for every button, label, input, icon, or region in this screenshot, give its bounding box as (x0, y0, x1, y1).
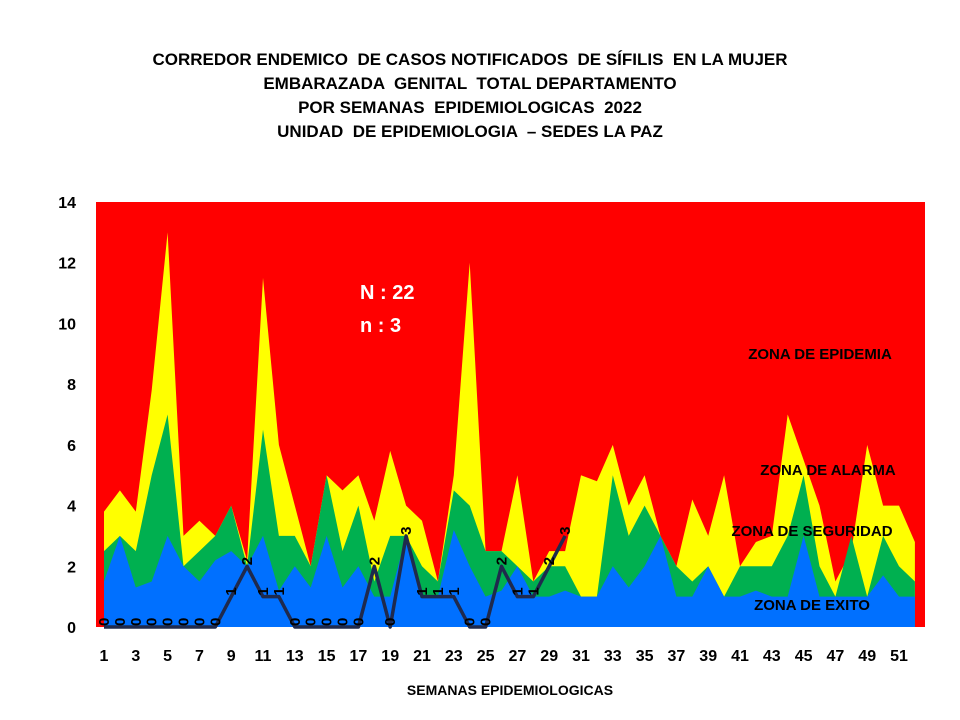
zone-label-seguridad: ZONA DE SEGURIDAD (731, 523, 892, 540)
x-tick-label: 49 (858, 648, 876, 665)
x-tick-label: 35 (636, 648, 654, 665)
annotation-N: N : 22 (360, 282, 414, 304)
data-label: 2 (494, 557, 511, 565)
data-label: 1 (223, 587, 240, 595)
x-tick-label: 29 (540, 648, 558, 665)
title-line-2: EMBARAZADA GENITAL TOTAL DEPARTAMENTO (263, 74, 677, 93)
data-label: 0 (128, 618, 145, 626)
title-line-4: UNIDAD DE EPIDEMIOLOGIA – SEDES LA PAZ (277, 122, 663, 141)
data-label: 2 (366, 557, 383, 565)
x-tick-label: 7 (195, 648, 204, 665)
x-tick-label: 13 (286, 648, 304, 665)
x-tick-label: 3 (131, 648, 140, 665)
data-label: 1 (414, 587, 431, 595)
y-tick-label: 6 (67, 438, 76, 455)
x-tick-label: 9 (227, 648, 236, 665)
x-tick-label: 11 (255, 648, 272, 665)
annotation-n: n : 3 (360, 315, 401, 337)
zone-label-exito: ZONA DE EXITO (754, 597, 870, 614)
data-label: 3 (557, 527, 574, 535)
data-label: 3 (398, 527, 415, 535)
data-label: 0 (478, 618, 495, 626)
x-tick-label: 15 (318, 648, 336, 665)
y-tick-label: 12 (58, 256, 76, 273)
data-label: 0 (350, 618, 367, 626)
cases-2022-line (104, 534, 567, 629)
x-tick-label: 25 (477, 648, 495, 665)
y-tick-label: 2 (67, 559, 76, 576)
x-tick-label: 39 (699, 648, 717, 665)
data-label: 2 (239, 557, 256, 565)
zona-alarma-area (104, 232, 915, 627)
chart-title: CORREDOR ENDEMICO DE CASOS NOTIFICADOS D… (0, 48, 940, 144)
y-tick-label: 4 (67, 499, 76, 516)
data-label: 0 (303, 618, 320, 626)
data-label: 2 (541, 557, 558, 565)
y-tick-label: 14 (58, 195, 76, 212)
x-axis-title: SEMANAS EPIDEMIOLOGICAS (407, 682, 613, 698)
x-tick-label: 41 (731, 648, 749, 665)
x-tick-label: 51 (890, 648, 908, 665)
data-label: 0 (319, 618, 336, 626)
x-tick-label: 27 (509, 648, 527, 665)
data-label: 0 (462, 618, 479, 626)
data-label: 0 (96, 618, 113, 626)
zone-label-alarma: ZONA DE ALARMA (760, 462, 896, 479)
zone-label-epidemia: ZONA DE EPIDEMIA (748, 346, 892, 363)
y-tick-label: 0 (67, 620, 76, 637)
data-label: 1 (255, 587, 272, 595)
x-tick-label: 5 (163, 648, 172, 665)
data-label: 0 (287, 618, 304, 626)
x-tick-label: 23 (445, 648, 463, 665)
data-label: 0 (176, 618, 193, 626)
x-tick-label: 1 (100, 648, 109, 665)
data-label: 0 (335, 618, 352, 626)
x-tick-label: 21 (413, 648, 431, 665)
x-tick-label: 17 (350, 648, 368, 665)
x-tick-label: 31 (572, 648, 590, 665)
x-tick-label: 45 (795, 648, 813, 665)
title-line-3: POR SEMANAS EPIDEMIOLOGICAS 2022 (298, 98, 642, 117)
data-label: 0 (144, 618, 161, 626)
data-label: 0 (207, 618, 224, 626)
x-tick-label: 43 (763, 648, 781, 665)
x-tick-label: 47 (827, 648, 845, 665)
data-label: 0 (160, 618, 177, 626)
x-tick-label: 19 (381, 648, 399, 665)
zona-seguridad-area (104, 414, 915, 627)
y-tick-label: 8 (67, 377, 76, 394)
data-label: 1 (509, 587, 526, 595)
title-line-1: CORREDOR ENDEMICO DE CASOS NOTIFICADOS D… (152, 50, 788, 69)
data-label: 0 (382, 618, 399, 626)
x-tick-label: 37 (668, 648, 686, 665)
x-tick-label: 33 (604, 648, 622, 665)
data-label: 1 (446, 587, 463, 595)
data-label: 0 (191, 618, 208, 626)
data-label: 1 (525, 587, 542, 595)
y-tick-label: 10 (58, 316, 76, 333)
data-label: 1 (271, 587, 288, 595)
data-label: 1 (430, 587, 447, 595)
data-label: 0 (112, 618, 129, 626)
